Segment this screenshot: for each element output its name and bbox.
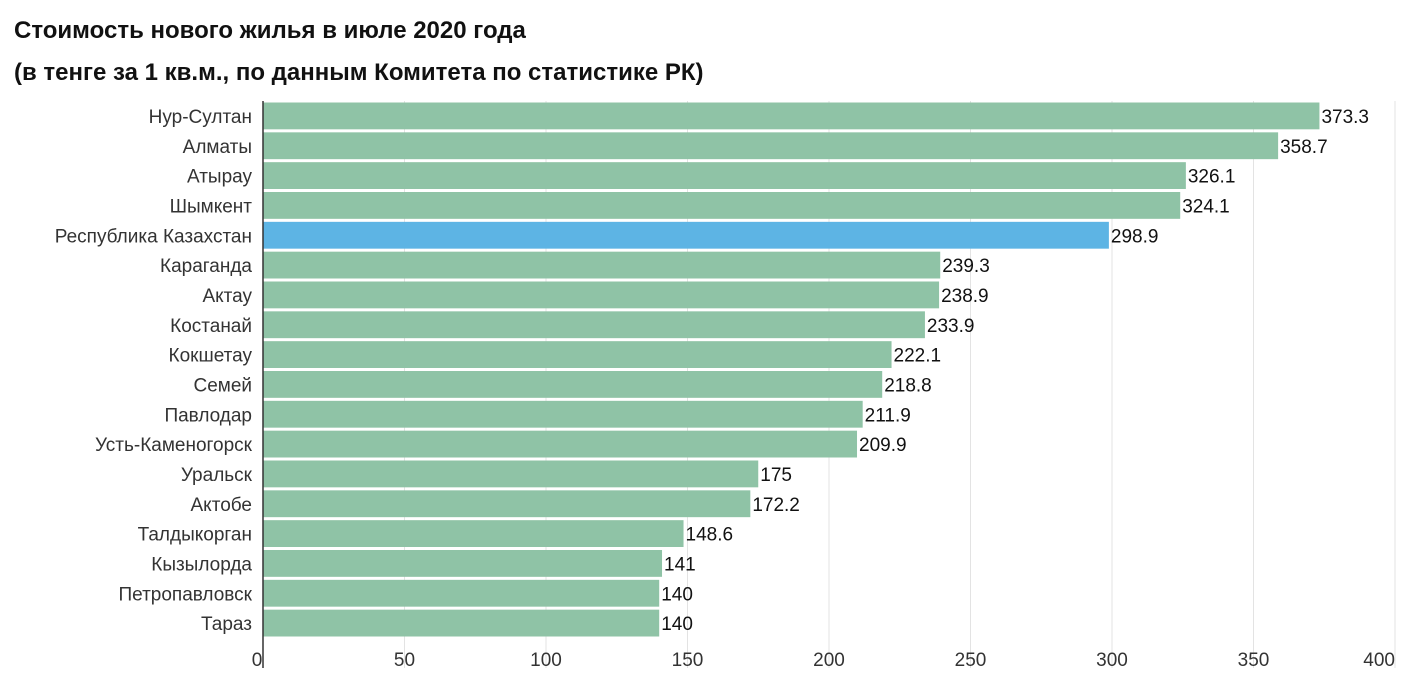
value-label: 358.7 (1280, 137, 1328, 158)
category-label: Республика Казахстан (55, 226, 252, 247)
category-label: Кызылорда (151, 554, 252, 575)
category-label: Талдыкорган (138, 525, 252, 546)
bar (263, 550, 663, 577)
bar (263, 609, 660, 637)
bar (263, 251, 941, 279)
value-label: 218.8 (884, 375, 932, 396)
value-label: 211.9 (865, 405, 911, 426)
x-tick-label: 50 (394, 650, 415, 671)
value-label: 238.9 (941, 286, 989, 307)
value-label: 209.9 (859, 435, 907, 456)
bar (263, 430, 858, 458)
bar (263, 192, 1181, 219)
bars (263, 102, 1320, 637)
chart-title-block: Стоимость нового жилья в июле 2020 года … (14, 10, 704, 94)
x-tick-label: 100 (530, 650, 562, 671)
category-label: Павлодар (164, 405, 252, 426)
bar (263, 162, 1186, 189)
labels: 0 50 100 150 200 250 300 350 400 Нур-Султан 373.3 А… (55, 107, 1395, 671)
value-label: 324.1 (1182, 196, 1230, 217)
chart-subtitle: (в тенге за 1 кв.м., по данным Комитета … (14, 59, 704, 86)
x-tick-label: 200 (813, 650, 845, 671)
category-label: Кокшетау (169, 346, 253, 367)
value-label: 233.9 (927, 316, 975, 337)
category-label: Шымкент (170, 196, 253, 217)
category-label: Петропавловск (118, 584, 252, 605)
bar (263, 400, 863, 428)
x-tick-label: 250 (955, 650, 987, 671)
category-label: Караганда (160, 256, 252, 277)
bar (263, 520, 684, 547)
bar (263, 490, 751, 518)
category-label: Алматы (183, 137, 252, 158)
value-label: 140 (661, 614, 693, 635)
x-tick-label: 350 (1238, 650, 1270, 671)
value-label: 373.3 (1321, 107, 1369, 128)
bar (263, 281, 940, 309)
value-label: 326.1 (1188, 167, 1236, 188)
bar (263, 311, 925, 339)
category-label: Семей (193, 375, 252, 396)
bar (263, 341, 892, 368)
bar (263, 221, 1109, 249)
category-label: Костанай (170, 316, 252, 337)
category-label: Нур-Султан (149, 107, 252, 128)
bar (263, 132, 1279, 160)
value-label: 141 (664, 554, 696, 575)
value-label: 148.6 (686, 525, 734, 546)
value-label: 140 (661, 584, 693, 605)
x-tick-label: 150 (672, 650, 704, 671)
value-label: 175 (760, 465, 792, 486)
x-tick-label: 400 (1363, 650, 1395, 671)
category-label: Атырау (187, 167, 253, 188)
chart-title: Стоимость нового жилья в июле 2020 года (14, 17, 526, 44)
category-label: Тараз (201, 614, 252, 635)
x-tick-label: 0 (252, 650, 263, 671)
category-label: Усть-Каменогорск (95, 435, 253, 456)
value-label: 172.2 (752, 495, 800, 516)
value-label: 222.1 (894, 346, 942, 367)
bar (263, 460, 759, 488)
value-label: 298.9 (1111, 226, 1159, 247)
bar (263, 102, 1320, 130)
value-label: 239.3 (942, 256, 990, 277)
category-label: Актау (202, 286, 252, 307)
category-label: Актобе (191, 495, 253, 516)
bar (263, 371, 883, 398)
category-label: Уральск (181, 465, 253, 486)
bar (263, 579, 660, 607)
x-tick-label: 300 (1096, 650, 1128, 671)
